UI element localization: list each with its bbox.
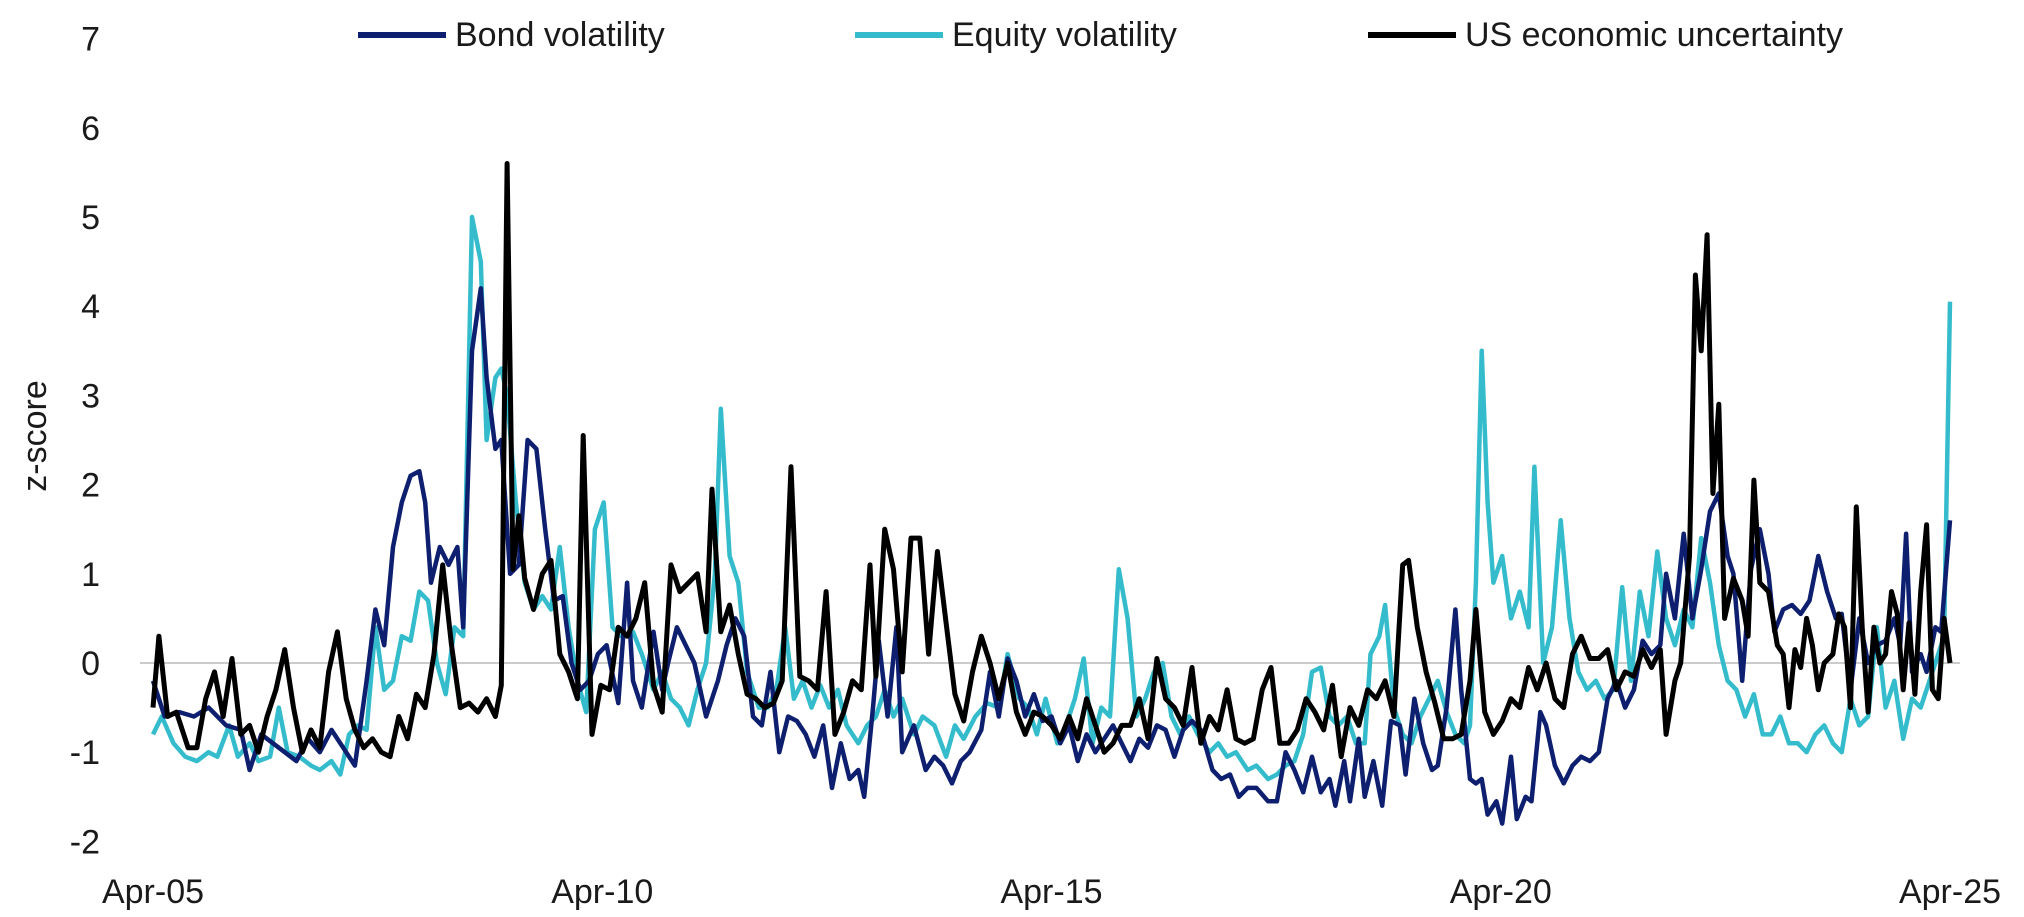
x-tick-label: Apr-20: [1450, 873, 1552, 911]
legend-label: Equity volatility: [952, 16, 1177, 54]
y-tick-label: 0: [81, 645, 100, 683]
x-axis-ticks: Apr-05 Apr-10 Apr-15 Apr-20 Apr-25: [102, 873, 2001, 911]
x-tick-label: Apr-25: [1899, 873, 2001, 911]
y-axis-ticks: 7 6 5 4 3 2 1 0 -1 -2: [70, 21, 100, 862]
chart-series: [150, 161, 1953, 826]
y-tick-label: 3: [81, 377, 100, 415]
chart-legend: Bond volatility Equity volatility US econo…: [358, 16, 1843, 54]
y-tick-label: 1: [81, 556, 100, 594]
y-tick-label: 4: [81, 288, 100, 326]
x-tick-label: Apr-10: [551, 873, 653, 911]
legend-label: US economic uncertainty: [1465, 16, 1843, 54]
y-axis-title: z-score: [16, 380, 54, 491]
y-tick-label: -2: [70, 823, 100, 861]
legend-label: Bond volatility: [455, 16, 665, 54]
x-tick-label: Apr-15: [1000, 873, 1102, 911]
y-tick-label: -1: [70, 734, 100, 772]
series-line-us-economic-uncertainty: [150, 161, 1953, 760]
y-tick-label: 6: [81, 110, 100, 148]
series-line-bond-volatility: [150, 286, 1953, 826]
x-tick-label: Apr-05: [102, 873, 204, 911]
y-tick-label: 5: [81, 199, 100, 237]
y-tick-label: 7: [81, 21, 100, 59]
y-tick-label: 2: [81, 467, 100, 505]
